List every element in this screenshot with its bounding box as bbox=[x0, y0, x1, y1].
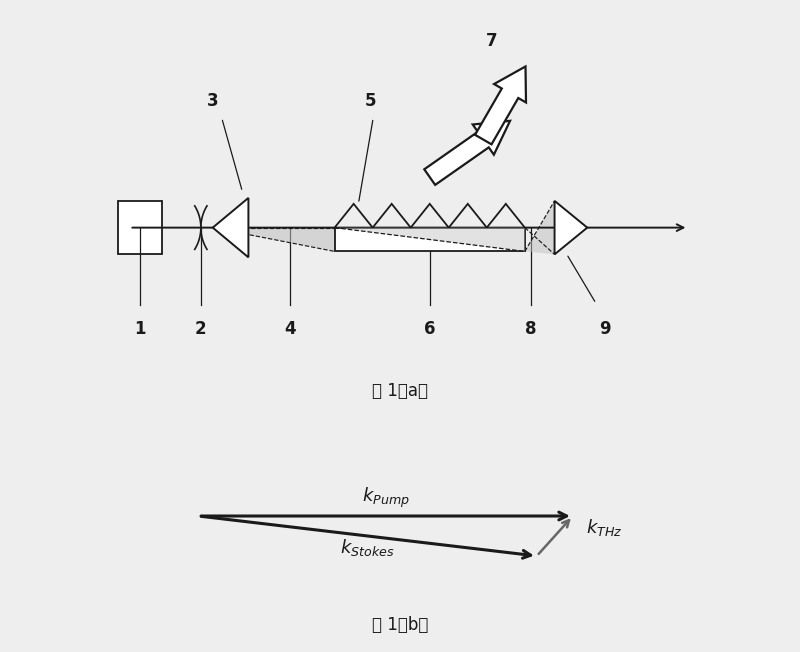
Text: 7: 7 bbox=[486, 33, 498, 50]
Text: $\mathit{k}_{\mathit{Pump}}$: $\mathit{k}_{\mathit{Pump}}$ bbox=[362, 486, 410, 511]
Text: $\mathit{k}_{\mathit{THz}}$: $\mathit{k}_{\mathit{THz}}$ bbox=[586, 517, 622, 538]
Text: 6: 6 bbox=[424, 319, 435, 338]
Text: 1: 1 bbox=[134, 319, 146, 338]
Polygon shape bbox=[334, 228, 525, 252]
Text: 图 1（b）: 图 1（b） bbox=[372, 616, 428, 634]
Text: 2: 2 bbox=[195, 319, 206, 338]
Bar bbox=[118, 201, 162, 254]
Text: 图 1（a）: 图 1（a） bbox=[372, 382, 428, 400]
Text: $\mathit{k}_{\mathit{Stokes}}$: $\mathit{k}_{\mathit{Stokes}}$ bbox=[340, 537, 395, 558]
Text: 5: 5 bbox=[365, 92, 376, 110]
Text: 4: 4 bbox=[284, 319, 296, 338]
Text: 3: 3 bbox=[207, 92, 218, 110]
Polygon shape bbox=[424, 121, 510, 185]
Polygon shape bbox=[475, 67, 526, 144]
Bar bbox=[334, 228, 525, 252]
Polygon shape bbox=[213, 198, 249, 258]
Polygon shape bbox=[213, 228, 334, 252]
Polygon shape bbox=[525, 201, 554, 254]
Text: 8: 8 bbox=[525, 319, 537, 338]
Text: 9: 9 bbox=[599, 319, 611, 338]
Polygon shape bbox=[554, 201, 587, 254]
